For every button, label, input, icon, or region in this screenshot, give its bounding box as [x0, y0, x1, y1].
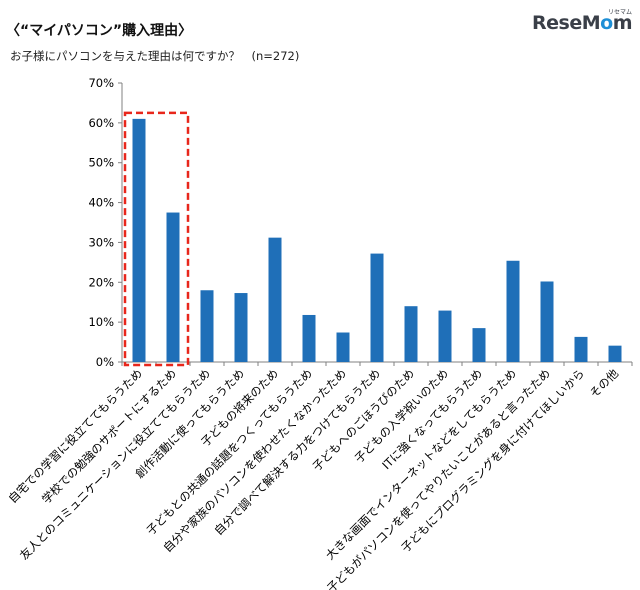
bar: [166, 212, 180, 362]
y-tick-label: 10%: [88, 315, 114, 329]
y-tick-label: 50%: [88, 156, 114, 170]
bar: [268, 237, 282, 362]
bar: [438, 310, 452, 362]
y-tick-label: 0%: [96, 355, 114, 369]
bar: [336, 332, 350, 362]
logo-subtext: リセマム: [608, 9, 633, 16]
bar: [132, 118, 146, 362]
bar: [540, 281, 554, 362]
y-tick-label: 30%: [88, 235, 114, 249]
y-tick-label: 20%: [88, 275, 114, 289]
bar: [506, 260, 520, 362]
y-tick-label: 40%: [88, 196, 114, 210]
chart-subtitle: お子様にパソコンを与えた理由は何ですか？ (n=272): [10, 49, 300, 63]
category-label: その他: [587, 366, 622, 401]
bar: [574, 336, 588, 362]
bar: [370, 253, 384, 362]
bar: [200, 290, 214, 362]
category-label: 自宅での学習に役立ててもらうため: [6, 366, 146, 506]
bar: [234, 293, 248, 362]
chart-title: 〈“マイパソコン”購入理由〉: [6, 23, 193, 39]
bar: [608, 345, 622, 362]
bar: [404, 306, 418, 362]
resemom-logo: ReseMom: [532, 12, 633, 34]
bar: [302, 314, 316, 362]
highlight-box: [123, 111, 190, 367]
y-tick-label: 70%: [88, 76, 114, 90]
bar: [472, 328, 486, 362]
y-tick-label: 60%: [88, 116, 114, 130]
category-label: 学校での勉強のサポートにするため: [39, 366, 179, 506]
